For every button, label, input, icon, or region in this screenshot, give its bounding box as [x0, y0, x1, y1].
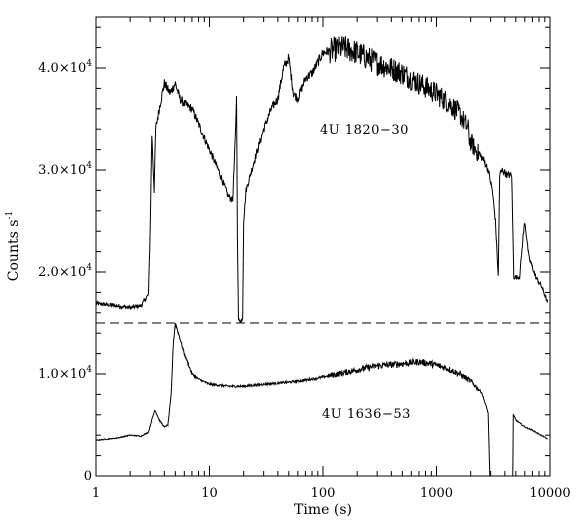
annotation-4u1636: 4U 1636−53 [322, 407, 411, 422]
y-tick-label-exp: 4 [86, 161, 92, 171]
series-line-1 [95, 323, 548, 477]
series-line-0 [95, 36, 548, 324]
annotation-4u1820: 4U 1820−30 [320, 123, 409, 138]
x-tick-label: 10000 [529, 486, 570, 501]
y-tick-label: 0 [84, 469, 92, 484]
y-axis-title: Counts s-1 [5, 211, 22, 281]
x-tick-label: 10 [201, 486, 218, 501]
axis-ticks [95, 17, 551, 477]
y-tick-label: 2.0×104 [38, 263, 92, 280]
y-tick-label-mantissa: 2.0×10 [38, 265, 86, 280]
y-tick-label: 3.0×104 [38, 161, 92, 178]
y-tick-label-mantissa: 4.0×10 [38, 61, 86, 76]
y-tick-label-exp: 4 [86, 59, 92, 69]
x-tick-label: 1000 [420, 486, 453, 501]
y-tick-label-exp: 4 [86, 263, 92, 273]
y-axis-title-main: Counts s [6, 220, 22, 282]
y-tick-label: 4.0×104 [38, 59, 92, 76]
x-axis-title: Time (s) [294, 502, 352, 518]
y-tick-label: 1.0×104 [38, 365, 92, 382]
y-tick-label-exp: 4 [86, 365, 92, 375]
y-tick-label-mantissa: 0 [84, 469, 92, 484]
y-tick-label-mantissa: 1.0×10 [38, 367, 86, 382]
y-tick-label-mantissa: 3.0×10 [38, 163, 86, 178]
x-tick-label: 1 [92, 486, 100, 501]
y-axis-title-exp: -1 [5, 211, 15, 220]
x-tick-labels: 1 10 100 1000 10000 [92, 486, 571, 501]
series-group [95, 36, 548, 477]
x-tick-label: 100 [311, 486, 336, 501]
